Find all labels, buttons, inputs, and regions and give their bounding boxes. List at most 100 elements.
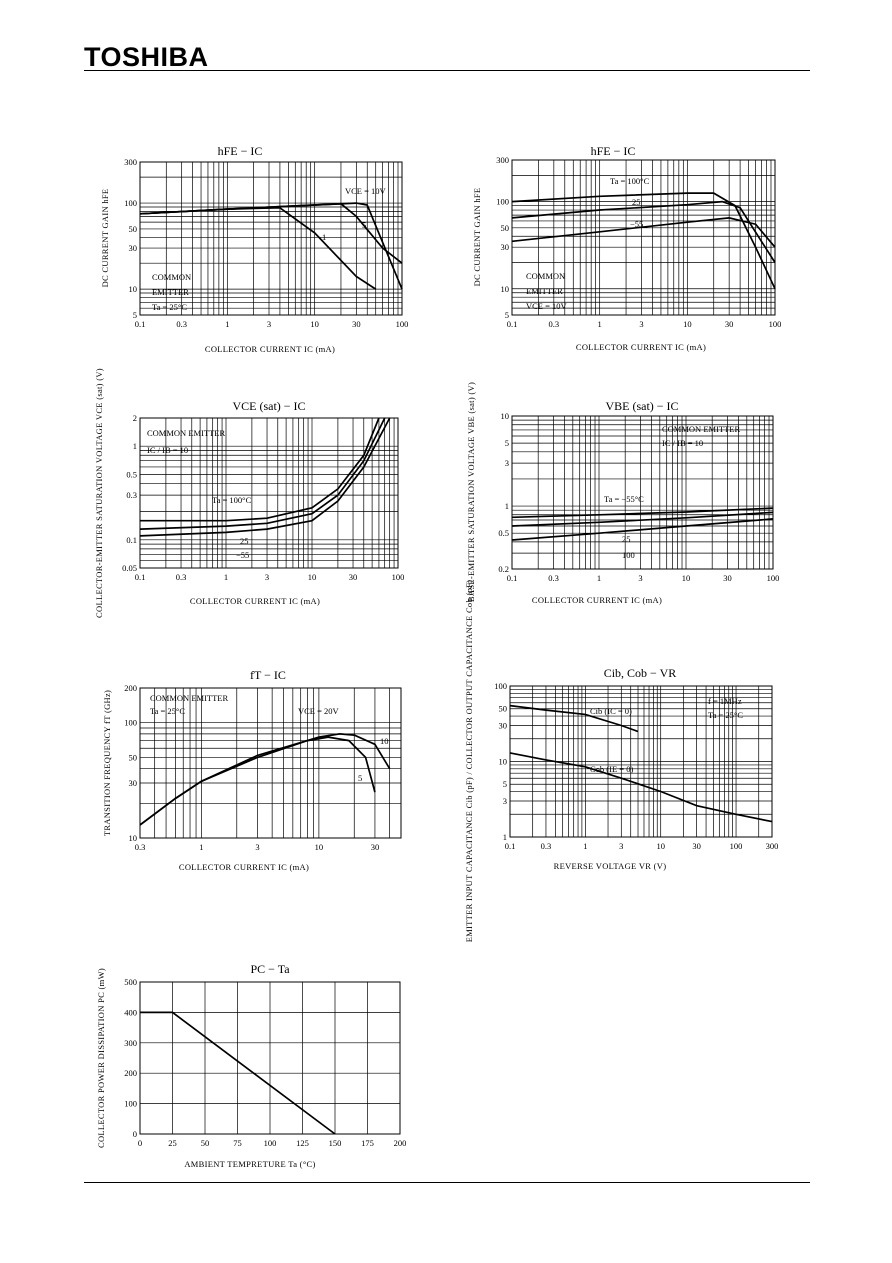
x-tick-label: 3 — [639, 319, 643, 329]
chart-hfe-ic-left-plot: 0.1 0.3 1 3 10 30 100 5 10 30 50 100 300 hFE − IC COLL… — [100, 144, 408, 354]
x-tick-label: 0.3 — [176, 319, 187, 329]
x-tick-label: 10 — [308, 572, 317, 582]
chart-annotation: COMMON EMITTER — [150, 693, 228, 703]
x-tick-label: 100 — [264, 1138, 277, 1148]
y-axis-label: BASE-EMITTER SATURATION VOLTAGE VBE (sat… — [466, 382, 476, 602]
x-tick-label: 1 — [598, 319, 602, 329]
x-tick-label: 30 — [725, 319, 734, 329]
x-tick-label: 50 — [201, 1138, 210, 1148]
chart-cib-cob-vr: 0.1 0.3 1 3 10 30 100 300 1 3 5 10 30 50 100 Cib, Cob −… — [464, 580, 778, 943]
x-axis-label: COLLECTOR CURRENT IC (mA) — [179, 862, 309, 872]
x-tick-label: 0.3 — [548, 573, 559, 583]
x-tick-label: 200 — [394, 1138, 407, 1148]
y-tick-label: 50 — [501, 223, 510, 233]
series-label: 25 — [240, 536, 249, 546]
y-tick-label: 0.1 — [126, 535, 137, 545]
series-label: 25 — [632, 197, 641, 207]
x-tick-label: 30 — [352, 319, 361, 329]
series-line — [139, 417, 386, 530]
y-axis-label: DC CURRENT GAIN hFE — [472, 188, 482, 287]
chart-hfe-ic-right-plot: 0.1 0.3 1 3 10 30 100 5 10 30 50 100 300 hFE − IC COLL… — [472, 144, 781, 352]
series-line — [139, 736, 376, 826]
x-tick-label: 1 — [225, 319, 229, 329]
y-tick-label: 10 — [499, 757, 508, 767]
series-line — [140, 1011, 336, 1135]
y-tick-label: 0.3 — [126, 490, 137, 500]
y-tick-label: 3 — [505, 458, 509, 468]
y-tick-label: 300 — [496, 155, 509, 165]
chart-annotation: f = 1MHz — [708, 696, 742, 706]
chart-annotation: EMITTER — [526, 286, 563, 296]
x-tick-label: 100 — [769, 319, 782, 329]
chart-annotation: IC / IB = 10 — [662, 438, 703, 448]
chart-cib-cob-vr-plot: 0.1 0.3 1 3 10 30 100 300 1 3 5 10 30 50 100 Cib, Cob −… — [464, 580, 778, 943]
y-tick-label: 30 — [499, 720, 508, 730]
chart-hfe-ic-left: 0.1 0.3 1 3 10 30 100 5 10 30 50 100 300 hFE − IC COLL… — [100, 144, 408, 354]
x-tick-label: 10 — [315, 842, 324, 852]
series-line — [139, 417, 391, 537]
y-tick-label: 5 — [505, 310, 509, 320]
x-axis-label: REVERSE VOLTAGE VR (V) — [554, 861, 667, 871]
chart-pc-ta: 0 25 50 75 100 125 150 175 200 0 100 200 300 400 500 PC… — [96, 962, 406, 1169]
series-label: 25 — [622, 534, 631, 544]
series-label: 5 — [358, 773, 362, 783]
y-tick-label: 1 — [505, 501, 509, 511]
chart-annotation: Ta = 25°C — [150, 706, 185, 716]
chart-ft-ic-plot: 0.3 1 3 10 30 10 30 50 100 200 fT − IC COLLECTOR CU… — [102, 668, 402, 872]
y-tick-label: 0 — [133, 1129, 137, 1139]
y-tick-label: 500 — [124, 977, 137, 987]
x-axis-label: AMBIENT TEMPRETURE Ta (°C) — [184, 1159, 315, 1169]
x-tick-label: 0.3 — [135, 842, 146, 852]
x-tick-label: 10 — [310, 319, 319, 329]
y-tick-label: 2 — [133, 413, 137, 423]
x-tick-label: 1 — [597, 573, 601, 583]
y-axis-label: TRANSITION FREQUENCY fT (GHz) — [102, 690, 112, 836]
x-axis-label: COLLECTOR CURRENT IC (mA) — [576, 342, 706, 352]
y-tick-label: 300 — [124, 1038, 137, 1048]
y-axis-label: COLLECTOR POWER DISSIPATION PC (mW) — [96, 968, 106, 1148]
y-tick-label: 300 — [124, 157, 137, 167]
x-tick-label: 30 — [723, 573, 732, 583]
x-tick-label: 300 — [766, 841, 779, 851]
x-axis-label: COLLECTOR CURRENT IC (mA) — [532, 595, 662, 605]
series-line — [511, 217, 776, 248]
chart-annotation: COMMON — [526, 271, 565, 281]
chart-vcesat-ic: 0.1 0.3 1 3 10 30 100 0.05 0.1 0.3 0.5 1 2 VCE (sat) … — [94, 368, 404, 618]
x-tick-label: 1 — [199, 842, 203, 852]
x-tick-label: 0.3 — [541, 841, 552, 851]
x-tick-label: 0.1 — [507, 573, 518, 583]
y-tick-label: 50 — [499, 704, 508, 714]
series-line — [511, 518, 774, 541]
y-tick-label: 30 — [129, 243, 138, 253]
series-label: Cob (IE = 0) — [590, 764, 633, 774]
chart-annotation: Ta = 25°C — [708, 710, 743, 720]
series-line — [139, 206, 377, 290]
y-axis-label: COLLECTOR-EMITTER SATURATION VOLTAGE VCE… — [94, 368, 104, 618]
chart-annotation: VCE = 20V — [298, 706, 340, 716]
chart-title: VCE (sat) − IC — [232, 399, 305, 413]
series-label: 1 — [322, 232, 326, 242]
x-tick-label: 30 — [692, 841, 701, 851]
y-tick-label: 400 — [124, 1007, 137, 1017]
x-tick-label: 100 — [767, 573, 780, 583]
series-label: Ta = 100°C — [610, 176, 650, 186]
series-line — [139, 202, 403, 264]
x-axis-label: COLLECTOR CURRENT IC (mA) — [205, 344, 335, 354]
y-tick-label: 10 — [501, 411, 510, 421]
x-tick-label: 10 — [682, 573, 691, 583]
x-tick-label: 0.3 — [549, 319, 560, 329]
y-tick-label: 0.2 — [498, 564, 509, 574]
y-axis-label: DC CURRENT GAIN hFE — [100, 189, 110, 288]
chart-annotation: EMITTER — [152, 287, 189, 297]
x-tick-label: 3 — [267, 319, 271, 329]
x-tick-label: 0.3 — [176, 572, 187, 582]
footer-rule — [84, 1182, 810, 1183]
chart-vbesat-ic: 0.1 0.3 1 3 10 30 100 0.2 0.5 1 3 5 10 VBE (sat) − IC… — [466, 382, 779, 605]
series-label: Ta = −55°C — [604, 494, 644, 504]
x-tick-label: 25 — [168, 1138, 177, 1148]
x-tick-label: 175 — [361, 1138, 374, 1148]
y-tick-label: 0.05 — [122, 563, 137, 573]
x-tick-label: 10 — [656, 841, 665, 851]
x-tick-label: 1 — [583, 841, 587, 851]
